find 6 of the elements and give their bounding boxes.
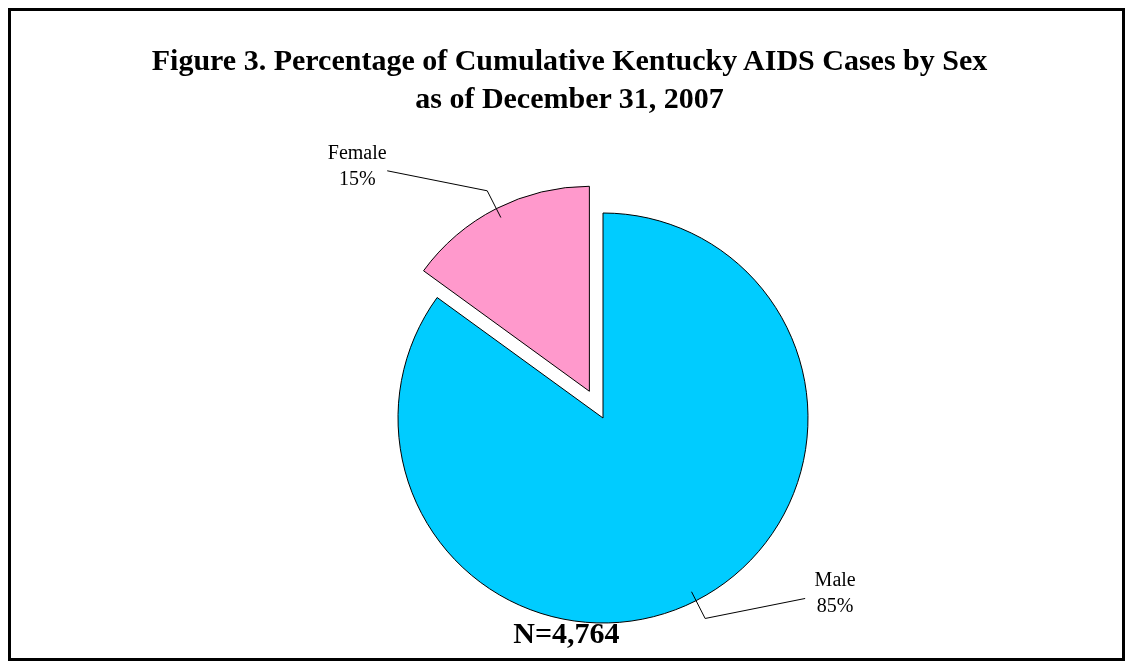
data-label: 15% xyxy=(338,166,376,189)
chart-title: Figure 3. Percentage of Cumulative Kentucky AIDS Cases by Sex as of December 31, 2007 xyxy=(150,42,989,116)
slice-label: Male xyxy=(814,568,856,591)
data-label: 85% xyxy=(816,594,854,617)
text: N=4,764 xyxy=(512,616,621,650)
slice-label: Female xyxy=(327,140,387,163)
